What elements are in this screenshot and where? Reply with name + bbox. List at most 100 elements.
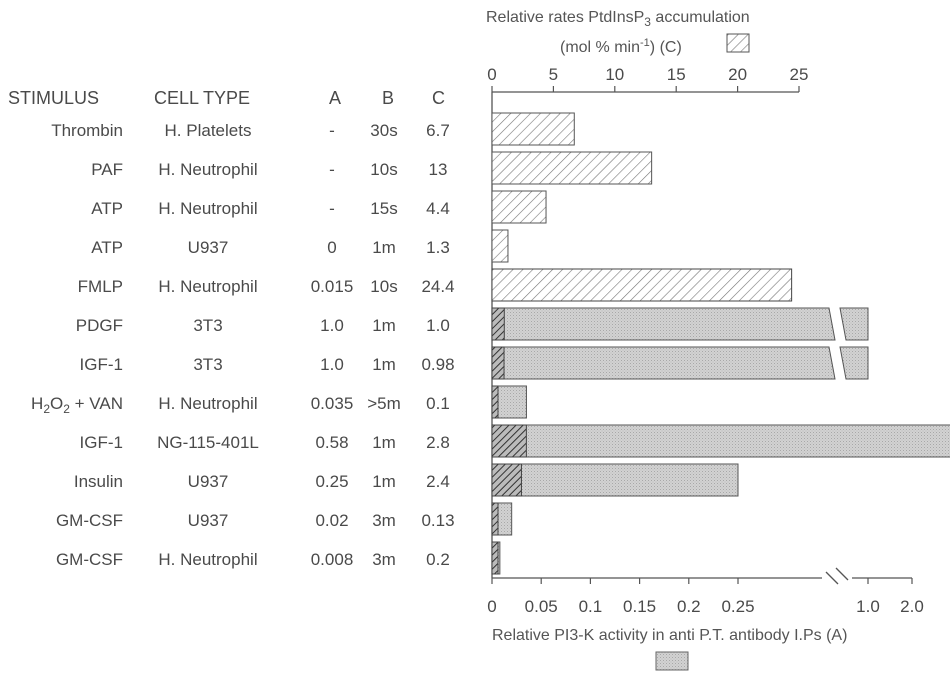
- bar-c: [491, 151, 653, 185]
- row-value-a: -: [329, 160, 335, 179]
- bar-a: [491, 463, 739, 497]
- row-cell-type: U937: [187, 511, 229, 530]
- row-stimulus: H2O2 + VAN: [31, 394, 123, 416]
- row-value-b: 1m: [372, 433, 396, 452]
- bottom-tick-label: 0: [487, 597, 496, 616]
- row-value-c: 24.4: [421, 277, 455, 296]
- row-value-b: 1m: [372, 238, 396, 257]
- row-cell-type: NG-115-401L: [157, 433, 259, 452]
- axis-break-mark: [835, 567, 849, 581]
- bar-c: [491, 424, 527, 458]
- header-b: B: [382, 88, 395, 108]
- row-value-c: 0.2: [426, 550, 450, 569]
- row-cell-type: H. Neutrophil: [158, 550, 258, 569]
- bar-c: [491, 307, 505, 341]
- row-stimulus: PDGF: [75, 316, 123, 335]
- top-axis-units-superscript: -1: [640, 37, 650, 49]
- row-stimulus: ATP: [91, 238, 123, 257]
- header-c: C: [432, 88, 445, 108]
- row-cell-type: 3T3: [193, 316, 223, 335]
- bar-c: [491, 502, 499, 536]
- row-value-c: 0.13: [421, 511, 455, 530]
- row-cell-type: H. Neutrophil: [158, 199, 258, 218]
- top-tick-label: 10: [605, 65, 624, 84]
- row-stimulus: IGF-1: [79, 355, 123, 374]
- row-value-c: 1.0: [426, 316, 450, 335]
- bottom-tick-label: 0.25: [721, 597, 754, 616]
- row-value-b: 1m: [372, 316, 396, 335]
- top-tick-label: 25: [790, 65, 809, 84]
- bottom-tick-label: 0.15: [623, 597, 656, 616]
- bar-a-broken: [839, 307, 869, 341]
- row-value-b: 15s: [370, 199, 398, 218]
- row-value-c: 2.4: [426, 472, 450, 491]
- row-value-a: -: [329, 121, 335, 140]
- bar-a: [491, 424, 950, 458]
- row-cell-type: H. Neutrophil: [158, 160, 258, 179]
- legend-dotted-swatch: [655, 651, 689, 671]
- bar-c: [491, 112, 575, 146]
- row-cell-type: H. Platelets: [164, 121, 252, 140]
- header-a: A: [329, 88, 342, 108]
- row-value-a: 0.035: [310, 394, 354, 413]
- top-axis-units: (mol % min-1) (C): [560, 34, 682, 57]
- row-stimulus: FMLP: [77, 277, 123, 296]
- bar-c: [491, 346, 505, 380]
- row-cell-type: 3T3: [193, 355, 223, 374]
- row-value-a: 1.0: [320, 355, 344, 374]
- row-value-a: 0.008: [310, 550, 354, 569]
- row-value-c: 1.3: [426, 238, 450, 257]
- row-value-b: 10s: [370, 277, 398, 296]
- row-cell-type: H. Neutrophil: [158, 277, 258, 296]
- row-stimulus: Thrombin: [51, 121, 123, 140]
- bar-c: [491, 385, 499, 419]
- row-value-c: 0.98: [421, 355, 455, 374]
- row-cell-type: U937: [187, 472, 229, 491]
- row-value-c: 2.8: [426, 433, 450, 452]
- header-cell-type: CELL TYPE: [154, 88, 251, 108]
- row-value-b: 10s: [370, 160, 398, 179]
- row-stimulus: ATP: [91, 199, 123, 218]
- row-value-a: 0.02: [315, 511, 349, 530]
- row-value-a: 1.0: [320, 316, 344, 335]
- top-tick-label: 0: [487, 65, 496, 84]
- top-tick-label: 15: [667, 65, 686, 84]
- row-value-b: 3m: [372, 511, 396, 530]
- row-value-b: 3m: [372, 550, 396, 569]
- bar-c: [491, 190, 547, 224]
- row-value-c: 6.7: [426, 121, 450, 140]
- top-axis-title-end: accumulation: [650, 9, 750, 26]
- legend-hatched-swatch: [726, 33, 750, 53]
- top-axis-title: Relative rates PtdInsP3 accumulation: [486, 8, 750, 32]
- row-value-a: 0.015: [310, 277, 354, 296]
- row-value-a: 0: [327, 238, 337, 257]
- bar-a: [491, 346, 836, 380]
- bar-c: [491, 268, 793, 302]
- row-value-a: -: [329, 199, 335, 218]
- row-stimulus: GM-CSF: [55, 550, 123, 569]
- row-value-b: >5m: [367, 394, 401, 413]
- bottom-tick-label: 0.2: [677, 597, 701, 616]
- row-stimulus: GM-CSF: [55, 511, 123, 530]
- top-axis-units-end: ) (C): [649, 39, 682, 56]
- row-value-a: 0.58: [315, 433, 349, 452]
- bar-c: [491, 541, 499, 575]
- header-stimulus: STIMULUS: [8, 88, 100, 108]
- row-cell-type: H. Neutrophil: [158, 394, 258, 413]
- row-value-b: 1m: [372, 472, 396, 491]
- top-tick-label: 5: [549, 65, 558, 84]
- top-axis-title-subscript: 3: [644, 15, 651, 29]
- top-tick-label: 20: [728, 65, 747, 84]
- bar-c: [491, 463, 522, 497]
- row-value-a: 0.25: [315, 472, 349, 491]
- row-value-b: 1m: [372, 355, 396, 374]
- row-stimulus: PAF: [91, 160, 123, 179]
- row-value-c: 0.1: [426, 394, 450, 413]
- row-stimulus: IGF-1: [79, 433, 123, 452]
- row-cell-type: U937: [187, 238, 229, 257]
- bottom-tick-label: 1.0: [856, 597, 880, 616]
- row-stimulus: Insulin: [73, 472, 123, 491]
- row-value-c: 13: [428, 160, 448, 179]
- bottom-axis-title: Relative PI3-K activity in anti P.T. ant…: [492, 627, 848, 644]
